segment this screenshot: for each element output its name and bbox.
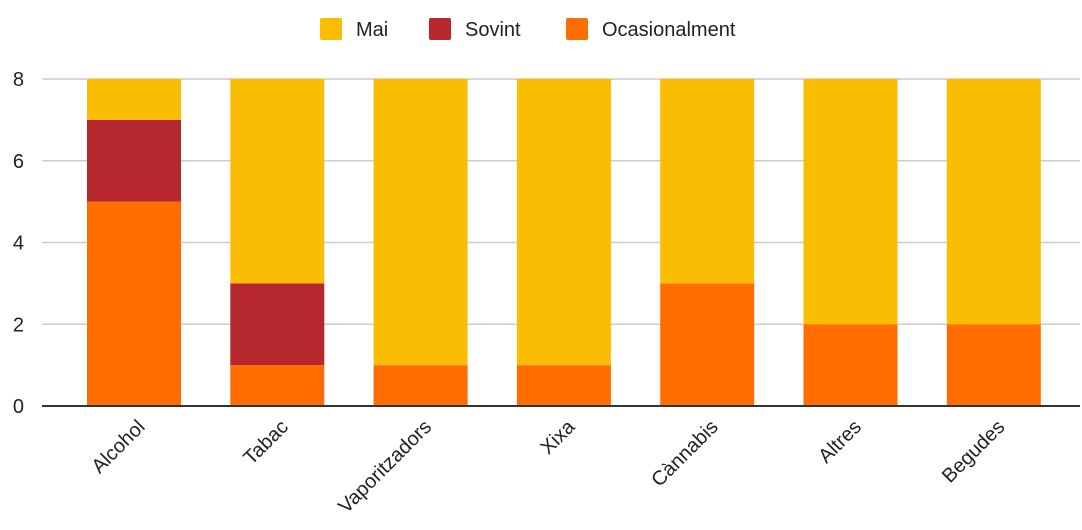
legend-label-mai: Mai [356, 19, 388, 41]
bar-xixa-mai [516, 79, 611, 366]
y-tick-label-4: 4 [13, 233, 24, 255]
bar-vaporitzadors-ocasionalment [373, 365, 468, 406]
x-tick-label-altres: Altres [814, 416, 866, 468]
y-axis-ticks: 0 2 4 6 8 [13, 69, 24, 418]
legend-swatch-sovint [429, 18, 451, 40]
x-tick-label-vaporitzadors: Vaporitzadors [334, 416, 436, 518]
bar-alcohol-mai [87, 79, 181, 120]
bar-tabac-mai [230, 79, 325, 284]
y-tick-label-8: 8 [13, 69, 24, 91]
bar-tabac-ocasionalment [230, 365, 325, 406]
legend-label-sovint: Sovint [465, 19, 521, 41]
bar-altres-mai [803, 79, 898, 325]
bar-altres-ocasionalment [803, 324, 898, 406]
bar-cannabis-mai [660, 79, 755, 284]
bar-vaporitzadors-mai [373, 79, 468, 366]
bar-begudes-mai [946, 79, 1041, 325]
legend-swatch-mai [320, 18, 342, 40]
bar-cannabis-ocasionalment [660, 283, 755, 406]
bars [87, 79, 1041, 406]
bar-begudes-ocasionalment [946, 324, 1041, 406]
x-tick-label-cannabis: Cànnabis [647, 416, 722, 491]
bar-alcohol-ocasionalment [87, 201, 181, 406]
y-tick-label-0: 0 [13, 396, 24, 418]
chart-legend: Mai Sovint Ocasionalment [320, 18, 736, 41]
x-axis-labels: Alcohol Tabac Vaporitzadors Xixa Cànnabis Alt… [88, 415, 1010, 517]
y-tick-label-2: 2 [13, 314, 24, 336]
legend-label-ocasionalment: Ocasionalment [602, 19, 736, 41]
legend-swatch-ocasionalment [566, 18, 588, 40]
x-tick-label-begudes: Begudes [938, 416, 1009, 487]
bar-xixa-ocasionalment [516, 365, 611, 406]
bar-alcohol-sovint [87, 119, 181, 202]
x-tick-label-alcohol: Alcohol [88, 416, 150, 478]
bar-tabac-sovint [230, 283, 325, 366]
x-tick-label-xixa: Xixa [536, 415, 580, 459]
y-tick-label-6: 6 [13, 151, 24, 173]
x-tick-label-tabac: Tabac [240, 416, 293, 469]
